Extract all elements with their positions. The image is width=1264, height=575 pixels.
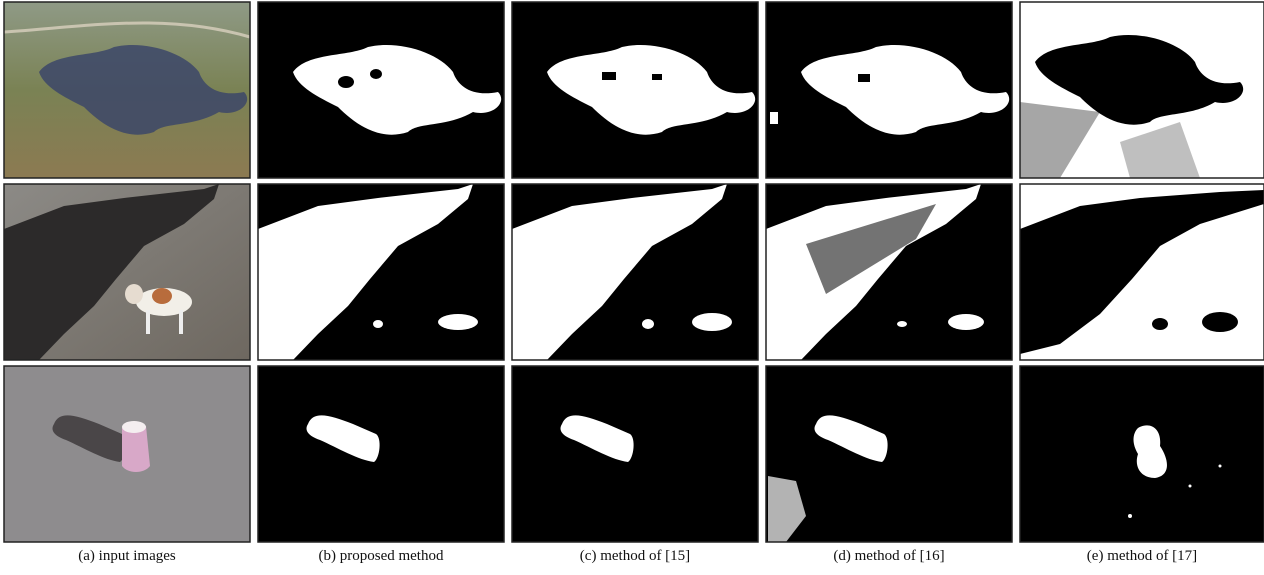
- mask: [512, 366, 758, 542]
- caption: (a) input images: [78, 548, 176, 564]
- caption: (e) method of [17]: [1087, 548, 1197, 564]
- mask: [1020, 184, 1264, 360]
- input-image: [4, 2, 250, 178]
- mask: [1020, 2, 1264, 178]
- mask: [1020, 366, 1264, 542]
- input-image: [4, 366, 250, 542]
- caption: (d) method of [16]: [833, 548, 944, 564]
- mask: [512, 2, 758, 178]
- mask: [766, 2, 1012, 178]
- mask: [512, 184, 758, 360]
- mask: [258, 366, 504, 542]
- page: (a) input images (b) proposed method (c)…: [0, 0, 1264, 575]
- figure: (a) input images (b) proposed method (c)…: [0, 0, 1264, 575]
- mask: [766, 184, 1012, 360]
- caption: (b) proposed method: [319, 548, 444, 564]
- mask: [258, 2, 504, 178]
- mask: [766, 366, 1012, 542]
- mask: [258, 184, 504, 360]
- input-image: [4, 184, 250, 360]
- caption: (c) method of [15]: [580, 548, 690, 564]
